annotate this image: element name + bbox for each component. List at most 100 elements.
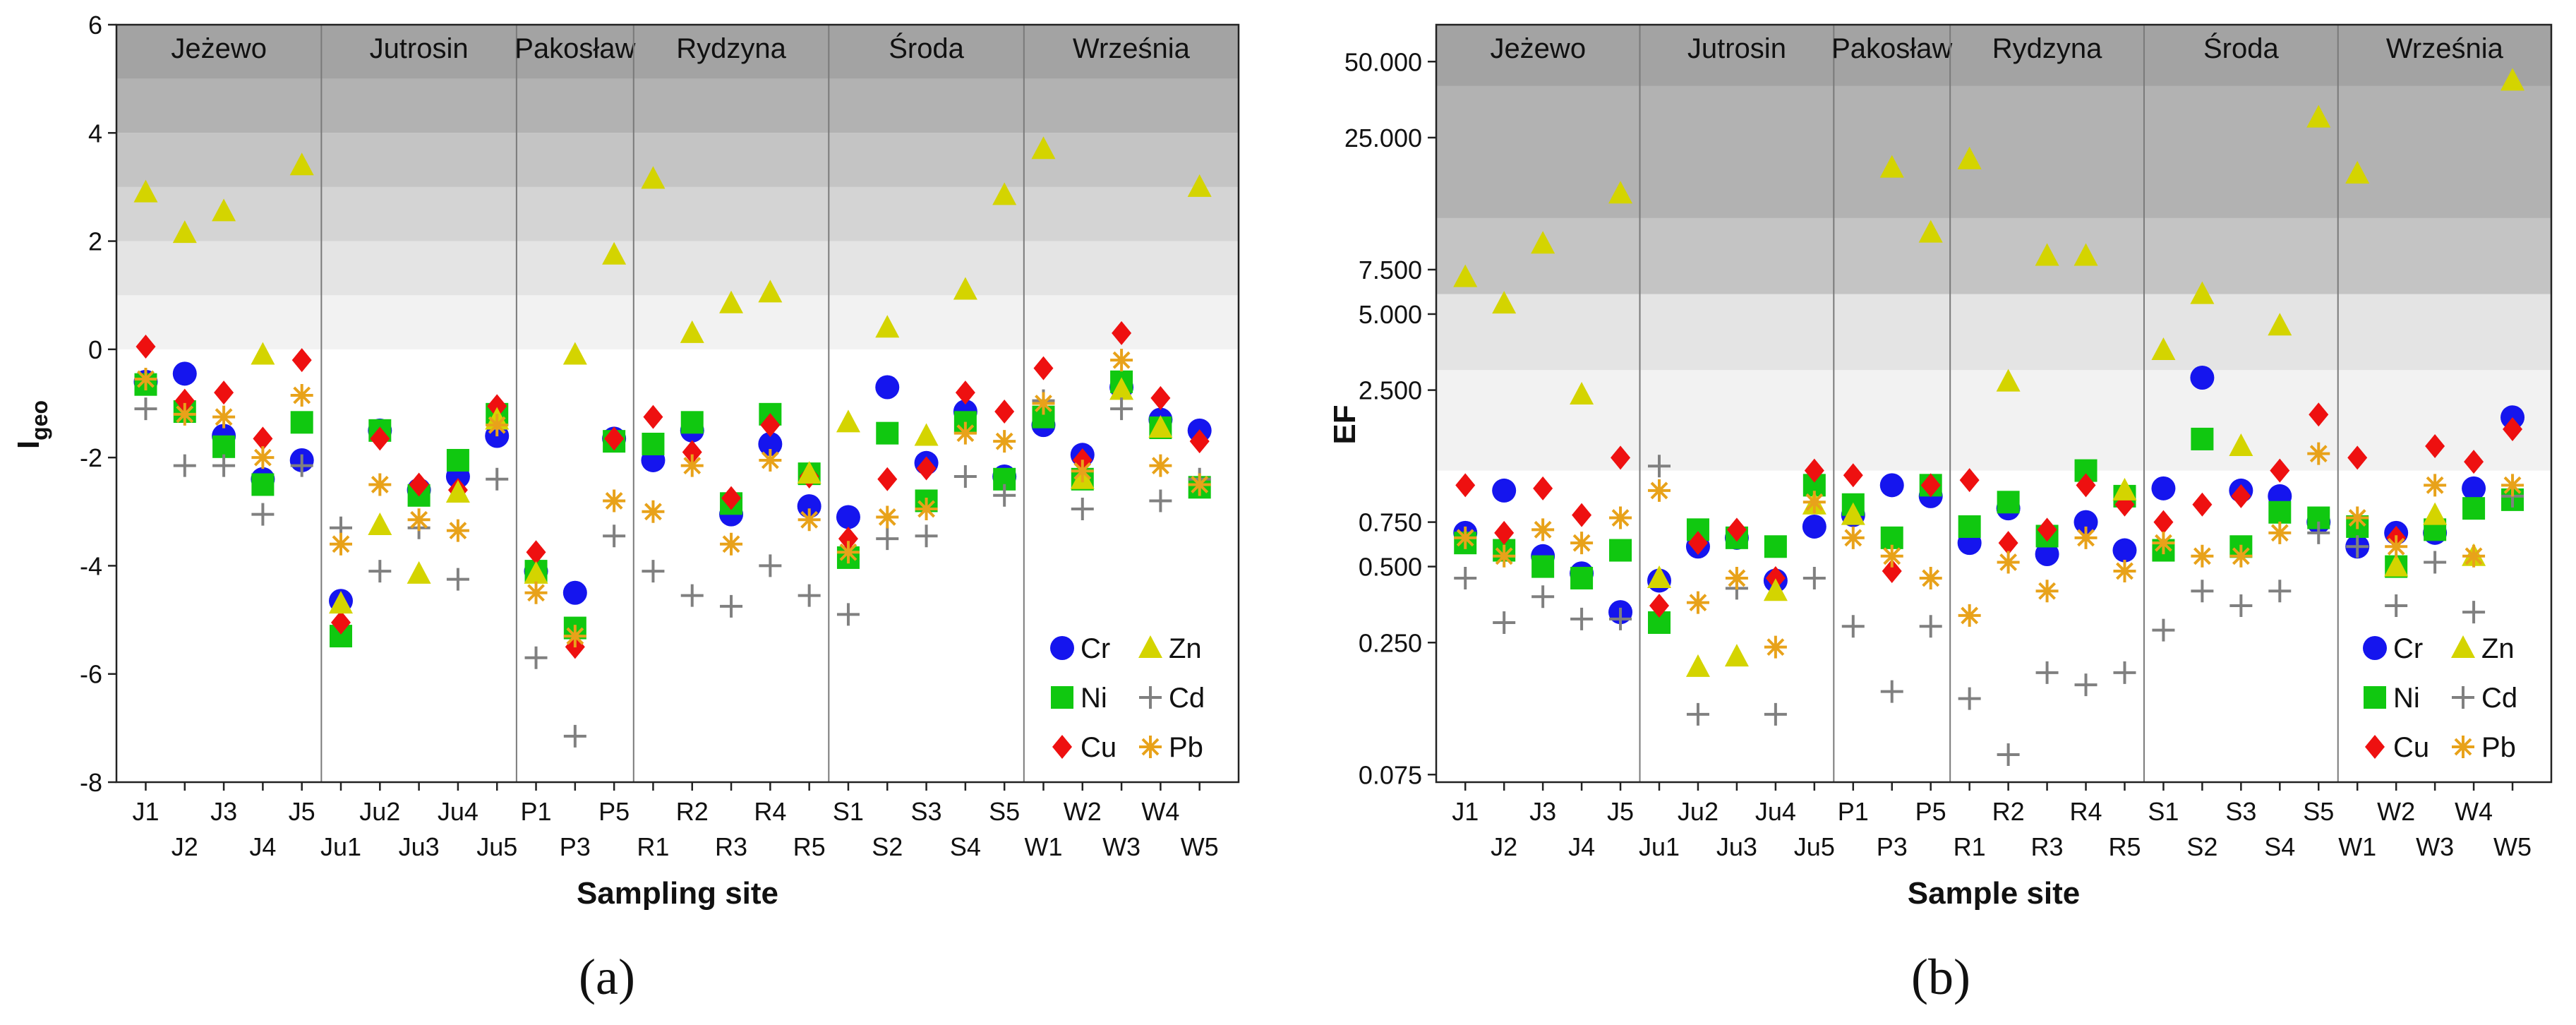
point-pb-r3 bbox=[720, 532, 743, 556]
y-tick-label: 7.500 bbox=[1359, 256, 1422, 284]
point-cu-ju2 bbox=[370, 426, 390, 451]
point-cr-r3 bbox=[2035, 541, 2059, 566]
point-cd-r3 bbox=[2035, 661, 2059, 684]
point-cu-w3 bbox=[1112, 320, 1132, 345]
x-tick-label: Ju1 bbox=[1639, 832, 1680, 861]
point-zn-j3 bbox=[212, 198, 236, 222]
point-zn-s4 bbox=[2268, 313, 2292, 336]
point-cd-j4 bbox=[1570, 607, 1594, 630]
point-cu-ju3 bbox=[409, 472, 429, 497]
point-cu-s4 bbox=[2270, 458, 2290, 483]
point-cu-s3 bbox=[916, 456, 937, 481]
point-pb-ju3 bbox=[407, 508, 431, 532]
x-tick-label: Ju2 bbox=[359, 797, 400, 826]
point-pb-p1 bbox=[524, 581, 548, 604]
point-pb-p5 bbox=[603, 489, 626, 512]
point-cd-s2 bbox=[2191, 580, 2214, 603]
data-points bbox=[1453, 68, 2525, 766]
legend: Cr Zn Ni Cd Cu Pb bbox=[1050, 633, 1205, 763]
x-tick-label: R1 bbox=[1954, 832, 1986, 861]
point-cu-s4 bbox=[955, 380, 975, 405]
x-tick-label: W2 bbox=[2377, 797, 2415, 826]
point-pb-j4 bbox=[1570, 532, 1594, 555]
point-pb-j3 bbox=[212, 405, 236, 428]
x-tick-label: J2 bbox=[171, 832, 198, 861]
point-ni-w4 bbox=[2462, 497, 2486, 520]
point-pb-j5 bbox=[290, 384, 313, 407]
legend-marker-cr bbox=[2363, 636, 2387, 660]
point-zn-s3 bbox=[914, 423, 939, 446]
point-cu-w1 bbox=[2347, 445, 2368, 470]
point-ni-s4 bbox=[2268, 500, 2292, 524]
series-ni bbox=[134, 370, 1211, 648]
point-cr-s1 bbox=[836, 505, 860, 529]
y-axis-title: EF bbox=[1328, 404, 1362, 444]
point-pb-r5 bbox=[798, 508, 821, 532]
point-cd-p3 bbox=[1880, 680, 1903, 703]
x-tick-label: S1 bbox=[2148, 797, 2179, 826]
point-cu-s5 bbox=[994, 399, 1015, 424]
x-tick-label: W2 bbox=[1064, 797, 1102, 826]
legend-label-pb: Pb bbox=[2481, 732, 2516, 763]
point-pb-j5 bbox=[1609, 506, 1632, 529]
point-cu-j4 bbox=[1572, 503, 1592, 527]
point-pb-r2 bbox=[680, 454, 704, 477]
point-cd-r4 bbox=[2074, 673, 2097, 697]
x-tick-label: R3 bbox=[715, 832, 747, 861]
x-tick-label: W1 bbox=[1024, 832, 1062, 861]
point-cd-ju2 bbox=[368, 560, 392, 583]
point-cd-r3 bbox=[720, 594, 743, 618]
x-tick-label: R2 bbox=[676, 797, 709, 826]
point-pb-w1 bbox=[1032, 392, 1055, 415]
point-zn-r2 bbox=[1996, 368, 2021, 392]
band-4 bbox=[116, 78, 1239, 133]
band-4 bbox=[1436, 25, 2551, 86]
point-pb-w5 bbox=[2501, 474, 2524, 497]
series-pb bbox=[134, 349, 1211, 648]
point-cd-j5 bbox=[290, 454, 313, 477]
point-cu-r4 bbox=[2076, 473, 2096, 498]
point-ni-ju4 bbox=[1764, 535, 1787, 558]
x-tick-label: R4 bbox=[2070, 797, 2102, 826]
point-pb-w5 bbox=[1188, 473, 1211, 496]
legend-marker-zn bbox=[1138, 635, 1162, 658]
point-pb-s1 bbox=[2152, 532, 2175, 555]
site-group-label: Jeżewo bbox=[1490, 33, 1586, 64]
point-cd-s3 bbox=[2229, 594, 2253, 618]
point-cu-j2 bbox=[174, 388, 195, 413]
point-zn-j3 bbox=[1531, 231, 1555, 254]
point-zn-j1 bbox=[1453, 264, 1478, 287]
series-pb bbox=[1454, 442, 2524, 659]
point-zn-w4 bbox=[1148, 414, 1173, 438]
x-tick-label: J5 bbox=[1607, 797, 1634, 826]
point-cd-r5 bbox=[2113, 661, 2136, 684]
point-zn-ju2 bbox=[368, 512, 392, 535]
point-zn-r4 bbox=[758, 280, 783, 303]
point-cu-w4 bbox=[1150, 385, 1171, 410]
point-cd-r5 bbox=[798, 584, 821, 607]
point-cd-ju5 bbox=[1802, 566, 1826, 589]
point-pb-r4 bbox=[2074, 526, 2097, 549]
point-zn-w1 bbox=[1031, 136, 1056, 160]
site-group-label: Środa bbox=[2203, 32, 2279, 64]
point-cd-p5 bbox=[603, 525, 626, 548]
y-axis: -8 -6 -4 -2 0 2 4 6 bbox=[80, 11, 116, 797]
point-cd-r2 bbox=[680, 584, 704, 607]
point-cu-ju4 bbox=[1765, 565, 1786, 590]
point-pb-r5 bbox=[2113, 559, 2136, 582]
plot-frame bbox=[1435, 23, 2553, 784]
point-zn-w1 bbox=[2345, 160, 2370, 184]
point-cd-ju2 bbox=[1686, 702, 1709, 726]
point-ni-r2 bbox=[680, 411, 704, 434]
point-zn-j2 bbox=[172, 220, 197, 244]
point-cd-r1 bbox=[1958, 687, 1981, 710]
point-cd-s3 bbox=[915, 525, 938, 548]
point-cr-r4 bbox=[758, 431, 783, 456]
panel-b-chart: Jeżewo Jutrosin Pakosław Rydzyna Środa Wrześn… bbox=[1328, 23, 2553, 911]
point-cd-j2 bbox=[1493, 611, 1516, 634]
site-group-label: Września bbox=[2386, 33, 2504, 64]
point-cu-w1 bbox=[1033, 356, 1054, 380]
y-tick-label: 5.000 bbox=[1359, 300, 1422, 329]
point-cr-ju5 bbox=[1802, 514, 1826, 539]
site-group-label: Jutrosin bbox=[370, 33, 469, 64]
